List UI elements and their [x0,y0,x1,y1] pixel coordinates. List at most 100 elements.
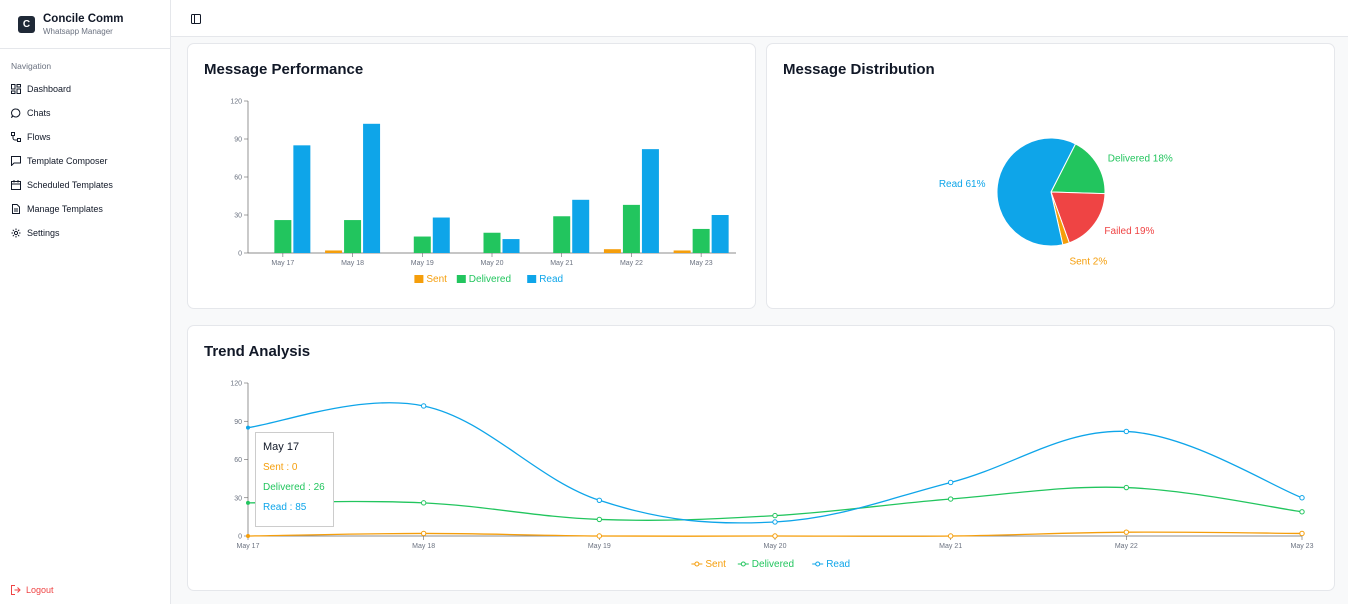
sidebar-item-label: Scheduled Templates [27,180,113,190]
y-tick-label: 0 [238,534,242,541]
sidebar-toggle-button[interactable] [190,12,202,24]
panel-left-icon [191,14,201,24]
bar-delivered [483,232,501,253]
bar-read [363,123,381,253]
bar-delivered [413,236,431,253]
y-tick-label: 30 [234,495,242,502]
bar-read [711,215,729,253]
bar-delivered [274,220,292,253]
point-sent [947,533,954,539]
bar-sent [673,250,691,253]
grid-icon [11,84,21,94]
pie-slice-failed [1050,191,1106,244]
nav-heading: Navigation [11,61,52,71]
y-tick-label: 120 [230,99,242,106]
brand-name: Concile Comm [43,12,124,25]
x-tick-label: May 23 [690,260,713,267]
sidebar-item-label: Dashboard [27,84,72,94]
bar-chart: 0 30 60 90 120 May 17 May 18 May 19 May 20 May 21… [230,99,736,285]
file-text-icon [11,204,21,214]
point-delivered [420,500,427,506]
point-sent [246,534,250,538]
chart-tooltip: May 17 Sent : 0 Delivered : 26 Read : 85 [255,432,334,527]
chat-bubble-icon [11,108,21,118]
sidebar-item-label: Manage Templates [27,204,103,214]
point-delivered [772,512,778,519]
x-tick-label: May 20 [764,543,787,550]
x-tick-label: May 19 [411,260,434,267]
x-tick-label: May 21 [550,260,573,267]
performance-card: Message Performance 0 30 60 90 120 May 17 May … [187,43,756,309]
legend-label-delivered: Delivered [752,559,794,570]
brand[interactable]: C Concile Comm Whatsapp Manager [0,0,170,49]
point-delivered [246,500,250,505]
sidebar-item-flows[interactable]: Flows [0,125,170,149]
distribution-card: Message Distribution Delivered 18% Failed… [766,43,1335,309]
bar-read [641,149,659,253]
sidebar-item-dashboard[interactable]: Dashboard [0,77,170,101]
legend-swatch-read [527,275,537,283]
x-tick-label: May 18 [341,260,364,267]
point-delivered [1123,484,1130,491]
x-tick-label: May 19 [588,543,611,550]
bar-delivered [692,228,710,253]
logout-button[interactable]: Logout [11,585,54,595]
legend-marker-read [815,561,821,567]
point-read [420,403,427,409]
calendar-icon [11,180,21,190]
legend-label-delivered: Delivered [469,274,511,285]
x-tick-label: May 21 [939,543,962,550]
trend-card: Trend Analysis 0 30 60 90 120 May 17 May 18 May… [187,325,1335,591]
x-tick-label: May 17 [237,543,260,550]
pie-chart: Delivered 18% Failed 19% Sent 2% Read 61% [939,137,1173,267]
point-delivered [596,516,603,523]
bar-delivered [344,220,362,253]
sidebar-item-manage-templates[interactable]: Manage Templates [0,197,170,221]
sidebar-item-label: Template Composer [27,156,108,166]
sidebar-item-settings[interactable]: Settings [0,221,170,245]
point-read [947,479,954,486]
tooltip-read: Read : 85 [263,502,307,513]
sidebar-item-label: Flows [27,132,51,142]
legend-marker-delivered [740,561,746,567]
legend-marker-sent [694,561,700,567]
bar-read [502,239,520,253]
legend-label-sent: Sent [426,274,447,285]
point-read [1299,495,1305,501]
legend-label-read: Read [826,559,850,570]
brand-logo: C [18,15,35,33]
bar-read [293,145,311,253]
tooltip-delivered: Delivered : 26 [263,482,325,493]
x-tick-label: May 17 [271,260,294,267]
point-read [246,425,250,430]
y-tick-label: 90 [234,137,242,144]
logout-label: Logout [26,585,54,595]
x-tick-label: May 22 [620,260,643,267]
sidebar-item-chats[interactable]: Chats [0,101,170,125]
brand-subtitle: Whatsapp Manager [43,26,113,36]
sidebar-item-template-composer[interactable]: Template Composer [0,149,170,173]
bar-sent [603,249,621,253]
performance-title: Message Performance [204,61,364,78]
bar-delivered [622,204,640,253]
trend-title: Trend Analysis [204,343,311,360]
pie-label-delivered: Delivered 18% [1108,153,1173,164]
point-sent [1123,529,1130,535]
legend-label-sent: Sent [705,559,726,570]
legend-label-read: Read [539,274,563,285]
tooltip-title: May 17 [263,441,300,453]
topbar [171,0,1348,37]
point-read [1123,428,1130,435]
series-line-read [247,402,1303,524]
sidebar: C Concile Comm Whatsapp Manager Navigati… [0,0,171,604]
point-sent [1299,530,1305,537]
point-sent [596,533,603,539]
sidebar-item-scheduled-templates[interactable]: Scheduled Templates [0,173,170,197]
y-tick-label: 0 [238,251,242,258]
pie-slice-delivered [1050,143,1106,195]
y-tick-label: 30 [234,213,242,220]
bar-delivered [553,216,571,253]
point-read [596,497,603,504]
legend-swatch-delivered [456,275,466,283]
x-tick-label: May 23 [1291,543,1314,550]
